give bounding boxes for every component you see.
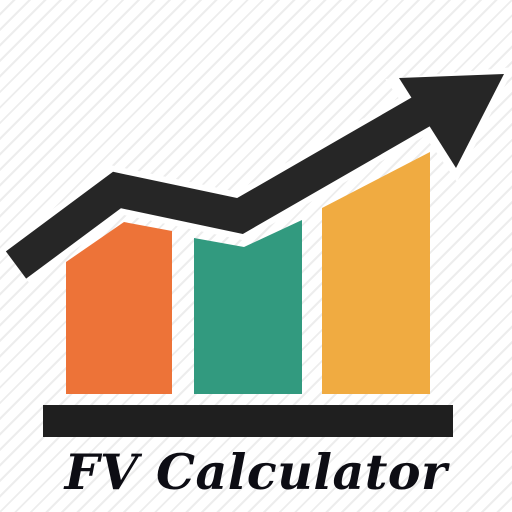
trend-arrow-icon [2,67,512,284]
app-title: FV Calculator [64,443,448,501]
baseline-bar [43,405,453,437]
green-bar [194,220,302,394]
orange-bar [66,222,172,394]
yellow-bar [322,152,430,394]
